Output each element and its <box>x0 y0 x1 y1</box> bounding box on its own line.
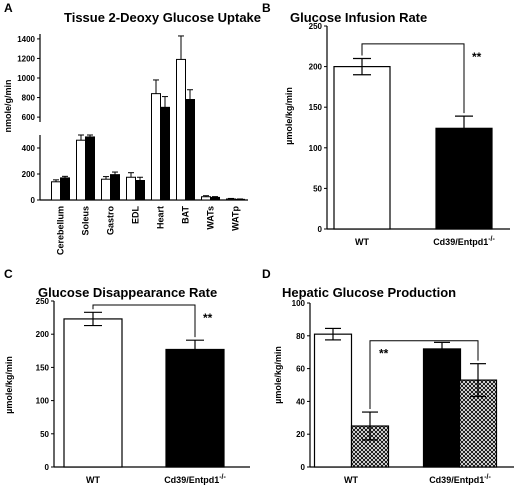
panel-b-y-tick-label: 150 <box>309 103 323 112</box>
panel-c-y-tick-label: 50 <box>40 430 49 439</box>
panel-a-bar <box>60 177 70 201</box>
panel-b-y-tick-label: 0 <box>318 225 323 234</box>
panel-c-category-label: WT <box>86 475 100 485</box>
panel-c-title: Glucose Disappearance Rate <box>38 285 217 300</box>
panel-c-letter: C <box>4 267 13 281</box>
panel-a-y-tick-label: 0 <box>31 196 36 205</box>
panel-a-category-label: WATp <box>231 206 241 231</box>
panel-d-significance-label: ** <box>379 347 389 361</box>
panel-a-bar <box>185 99 195 201</box>
panel-a-letter: A <box>4 1 13 15</box>
panel-d-letter: D <box>262 267 271 281</box>
panel-b-bar <box>435 127 493 230</box>
panel-a-bar <box>51 181 61 201</box>
panel-c-y-tick-label: 150 <box>36 363 50 372</box>
panel-d-bar <box>313 333 353 468</box>
panel-d-y-tick-label: 60 <box>296 365 305 374</box>
panel-a-bar <box>210 196 220 201</box>
panel-a-y-tick-label: 800 <box>22 94 36 103</box>
panel-c-y-tick-label: 250 <box>36 297 50 306</box>
panel-b-significance-label: ** <box>472 50 482 64</box>
panel-c-significance-label: ** <box>203 311 213 325</box>
panel-a-category-label: Soleus <box>81 206 91 236</box>
panel-d-significance-bracket <box>369 340 479 410</box>
panel-b-y-tick-label: 100 <box>309 144 323 153</box>
panel-b-bar <box>333 65 391 230</box>
panel-b-title: Glucose Infusion Rate <box>290 10 427 25</box>
panel-a-bar <box>226 198 236 201</box>
panel-d-y-tick-label: 40 <box>296 397 305 406</box>
panel-a-category-label: WATs <box>206 206 216 230</box>
panel-a-category-label: Cerebellum <box>56 206 66 255</box>
panel-d-ylabel: µmole/kg/min <box>273 346 283 404</box>
panel-c-y-tick-label: 200 <box>36 330 50 339</box>
panel-d-group-label: Cd39/Entpd1-/- <box>429 474 491 485</box>
panel-d-y-tick-label: 20 <box>296 430 305 439</box>
panel-c-ylabel: µmole/kg/min <box>4 356 14 414</box>
panel-a-title: Tissue 2-Deoxy Glucose Uptake <box>64 10 261 25</box>
panel-a-y-tick-label: 1000 <box>17 74 35 83</box>
panel-a-bar <box>201 196 211 201</box>
panel-b-significance-bracket <box>361 43 465 114</box>
panel-b-category-label: Cd39/Entpd1-/- <box>433 236 495 247</box>
panel-a-bar <box>160 106 170 201</box>
panel-d-title: Hepatic Glucose Production <box>282 285 456 300</box>
panel-c-category-label: Cd39/Entpd1-/- <box>164 474 226 485</box>
panel-a-y-tick-label: 600 <box>22 113 36 122</box>
panel-c-significance-bracket <box>92 304 196 338</box>
panel-d-y-tick-label: 80 <box>296 332 305 341</box>
panel-a-bar <box>176 58 186 201</box>
panel-b-y-tick-label: 250 <box>309 22 323 31</box>
panel-a-category-label: EDL <box>131 205 141 224</box>
panel-d-y-tick-label: 0 <box>301 463 306 472</box>
panel-a-bar <box>126 176 136 201</box>
panel-a-category-label: Gastro <box>106 206 116 236</box>
panel-b-chart: B Glucose Infusion Rate µmole/kg/min 0 50… <box>262 1 510 247</box>
panel-a-bar <box>135 180 145 201</box>
panel-b-y-tick-label: 50 <box>313 184 322 193</box>
panel-a-bar <box>85 136 95 201</box>
panel-a-y-tick-label: 1400 <box>17 35 35 44</box>
panel-c-y-tick-label: 100 <box>36 397 50 406</box>
panel-b-y-tick-label: 200 <box>309 63 323 72</box>
panel-c-bar <box>165 348 225 468</box>
panel-b-category-label: WT <box>355 237 369 247</box>
panel-b-letter: B <box>262 1 271 15</box>
panel-a-y-tick-label: 400 <box>22 144 36 153</box>
panel-a-y-tick-label: 200 <box>22 170 36 179</box>
panel-a-category-label: Heart <box>156 206 166 229</box>
panel-a-chart: A Tissue 2-Deoxy Glucose Uptake nmole/g/… <box>3 1 261 255</box>
panel-a-y-tick-label: 1200 <box>17 54 35 63</box>
panel-c-y-tick-label: 0 <box>45 463 50 472</box>
panel-c-bar <box>63 318 123 468</box>
panel-a-bar <box>101 178 111 201</box>
panel-b-ylabel: µmole/kg/min <box>284 87 294 145</box>
panel-c-chart: C Glucose Disappearance Rate µmole/kg/mi… <box>4 267 250 485</box>
panel-d-group-label: WT <box>344 475 358 485</box>
panel-d-chart: D Hepatic Glucose Production µmole/kg/mi… <box>262 267 514 485</box>
panel-a-bar <box>76 139 86 201</box>
panel-a-bar <box>110 174 120 201</box>
panel-a-category-label: BAT <box>181 206 191 224</box>
panel-d-bar <box>422 348 462 468</box>
panel-a-bar <box>151 93 161 201</box>
panel-a-ylabel: nmole/g/min <box>3 79 13 132</box>
panel-d-y-tick-label: 100 <box>292 299 306 308</box>
